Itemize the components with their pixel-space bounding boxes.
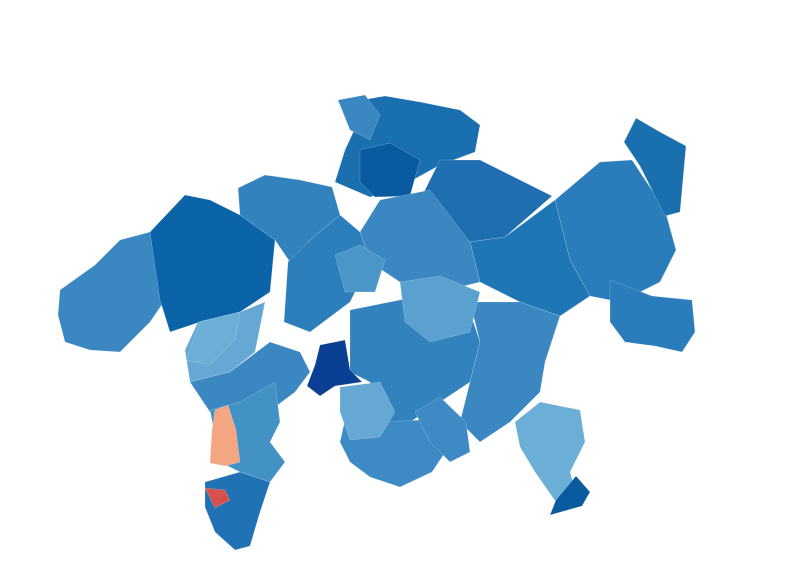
map-region[interactable] <box>185 311 241 366</box>
map-region[interactable] <box>414 396 471 463</box>
map-region[interactable] <box>57 231 166 353</box>
map-region[interactable] <box>339 381 396 441</box>
map-region[interactable] <box>306 339 363 397</box>
map-region[interactable] <box>209 404 241 467</box>
map-region[interactable] <box>334 244 386 293</box>
map-region[interactable] <box>549 475 591 516</box>
map-region[interactable] <box>337 94 381 141</box>
map-region[interactable] <box>204 487 231 509</box>
map-region[interactable] <box>149 194 276 333</box>
map-region[interactable] <box>623 117 687 217</box>
map-region[interactable] <box>609 279 696 353</box>
map-region[interactable] <box>399 275 481 343</box>
map-region[interactable] <box>204 471 271 551</box>
map-region[interactable] <box>459 301 561 443</box>
